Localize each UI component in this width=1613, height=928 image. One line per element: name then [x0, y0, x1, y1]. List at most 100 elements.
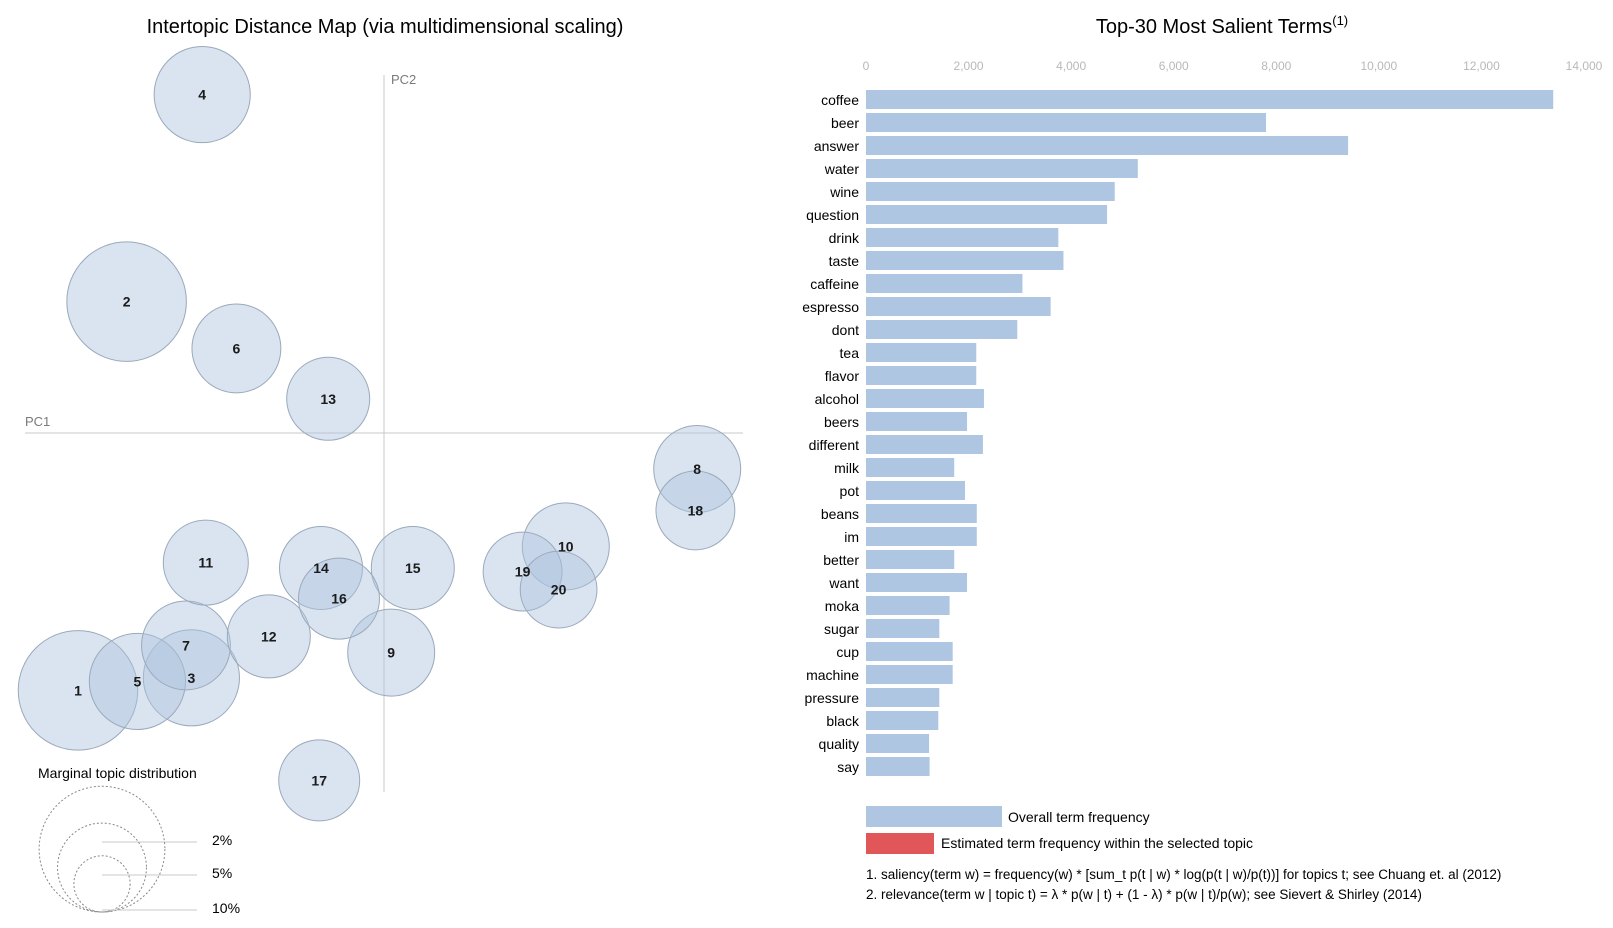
x-tick-8000: 8,000 — [1261, 59, 1291, 73]
term-bar-say[interactable] — [866, 757, 930, 776]
term-bar-im[interactable] — [866, 527, 977, 546]
topic-label-13: 13 — [320, 391, 336, 407]
term-bar-beer[interactable] — [866, 113, 1267, 132]
topic-bubble-16[interactable] — [298, 557, 380, 640]
term-bar-alcohol[interactable] — [866, 389, 984, 408]
term-bar-better[interactable] — [866, 550, 955, 569]
term-bar-drink[interactable] — [866, 228, 1059, 247]
term-label-quality[interactable]: quality — [819, 736, 859, 752]
x-tick-4000: 4,000 — [1056, 59, 1086, 73]
topic-label-18: 18 — [688, 502, 704, 518]
term-label-beers[interactable]: beers — [824, 414, 859, 430]
term-bar-answer[interactable] — [866, 136, 1349, 155]
legend-overall-swatch — [866, 806, 1002, 827]
topic-bubble-6[interactable] — [191, 303, 282, 394]
term-label-sugar[interactable]: sugar — [824, 621, 859, 637]
term-bar-beers[interactable] — [866, 412, 968, 431]
term-bar-sugar[interactable] — [866, 619, 940, 638]
term-label-espresso[interactable]: espresso — [802, 299, 859, 315]
topic-bubble-12[interactable] — [226, 594, 311, 679]
term-label-alcohol[interactable]: alcohol — [815, 391, 859, 407]
term-label-different[interactable]: different — [809, 437, 859, 453]
term-label-flavor[interactable]: flavor — [825, 368, 860, 384]
term-label-question[interactable]: question — [806, 207, 859, 223]
term-label-machine[interactable]: machine — [806, 667, 859, 683]
topic-bubble-2[interactable] — [66, 241, 187, 362]
term-label-answer[interactable]: answer — [814, 138, 859, 154]
topic-bubble-9[interactable] — [347, 608, 436, 697]
term-bar-taste[interactable] — [866, 251, 1064, 270]
term-label-wine[interactable]: wine — [829, 184, 859, 200]
topic-bubble-15[interactable] — [370, 525, 455, 611]
term-bar-want[interactable] — [866, 573, 968, 592]
term-label-better[interactable]: better — [823, 552, 859, 568]
term-labels: coffee beer answer water wine question drink ta… — [802, 92, 860, 775]
x-tick-0: 0 — [863, 59, 870, 73]
term-bar-question[interactable] — [866, 205, 1108, 224]
term-label-cup[interactable]: cup — [836, 644, 859, 660]
topic-label-14: 14 — [313, 560, 329, 576]
topic-label-17: 17 — [311, 772, 327, 788]
term-label-dont[interactable]: dont — [832, 322, 859, 338]
term-bar-machine[interactable] — [866, 665, 953, 684]
topic-label-11: 11 — [198, 555, 213, 571]
term-label-tea[interactable]: tea — [840, 345, 860, 361]
topic-bubble-18[interactable] — [655, 470, 736, 551]
term-bar-quality[interactable] — [866, 734, 930, 753]
term-label-taste[interactable]: taste — [829, 253, 860, 269]
term-label-milk[interactable]: milk — [834, 460, 860, 476]
term-bar-espresso[interactable] — [866, 297, 1051, 316]
term-bar-water[interactable] — [866, 159, 1138, 178]
topic-bubble-11[interactable] — [162, 519, 249, 606]
topic-bubble-8[interactable] — [653, 425, 742, 513]
topic-label-15: 15 — [405, 560, 421, 576]
topic-label-7: 7 — [182, 637, 190, 653]
topic-bubble-10[interactable] — [521, 502, 610, 591]
term-label-drink[interactable]: drink — [829, 230, 860, 246]
salient-terms-chart: Top-30 Most Salient Terms(1) 0 2,000 4,000… — [802, 13, 1602, 902]
topic-bubble-5[interactable] — [88, 632, 186, 730]
term-bar-cup[interactable] — [866, 642, 953, 661]
term-label-want[interactable]: want — [828, 575, 859, 591]
bar-title-superscript: (1) — [1332, 13, 1348, 28]
term-bar-flavor[interactable] — [866, 366, 977, 385]
term-label-black[interactable]: black — [826, 713, 860, 729]
term-bar-moka[interactable] — [866, 596, 950, 615]
term-label-im[interactable]: im — [844, 529, 859, 545]
term-bar-pressure[interactable] — [866, 688, 940, 707]
term-bar-different[interactable] — [866, 435, 983, 454]
term-label-coffee[interactable]: coffee — [821, 92, 859, 108]
topic-bubble-19[interactable] — [482, 531, 563, 612]
marginal-circle-10 — [38, 785, 166, 913]
term-label-pot[interactable]: pot — [840, 483, 860, 499]
term-label-caffeine[interactable]: caffeine — [810, 276, 859, 292]
term-bar-coffee[interactable] — [866, 90, 1554, 109]
marginal-pct-10: 10% — [212, 900, 240, 916]
term-bar-milk[interactable] — [866, 458, 955, 477]
term-label-say[interactable]: say — [837, 759, 859, 775]
topic-bubble-1[interactable] — [17, 630, 139, 751]
term-bar-tea[interactable] — [866, 343, 977, 362]
term-bar-dont[interactable] — [866, 320, 1018, 339]
term-label-water[interactable]: water — [824, 161, 860, 177]
term-label-beer[interactable]: beer — [831, 115, 859, 131]
marginal-pct-2: 2% — [212, 832, 232, 848]
x-tick-10000: 10,000 — [1361, 59, 1398, 73]
term-label-pressure[interactable]: pressure — [805, 690, 860, 706]
topic-label-16: 16 — [331, 591, 347, 607]
term-bar-pot[interactable] — [866, 481, 965, 500]
term-label-moka[interactable]: moka — [825, 598, 859, 614]
term-bar-caffeine[interactable] — [866, 274, 1023, 293]
topic-bubble-17[interactable] — [278, 739, 361, 822]
x-axis-ticks: 0 2,000 4,000 6,000 8,000 10,000 12,000 14,000 — [863, 59, 1603, 73]
term-label-beans[interactable]: beans — [821, 506, 859, 522]
term-bar-beans[interactable] — [866, 504, 977, 523]
topic-bubble-7[interactable] — [141, 600, 231, 691]
topic-bubble-3[interactable] — [142, 629, 240, 727]
topic-bubble-4[interactable] — [153, 46, 251, 144]
topic-bubble-20[interactable] — [519, 550, 598, 629]
topic-bubble-14[interactable] — [278, 525, 364, 611]
term-bar-black[interactable] — [866, 711, 939, 730]
topic-bubble-13[interactable] — [286, 356, 371, 441]
term-bar-wine[interactable] — [866, 182, 1115, 201]
